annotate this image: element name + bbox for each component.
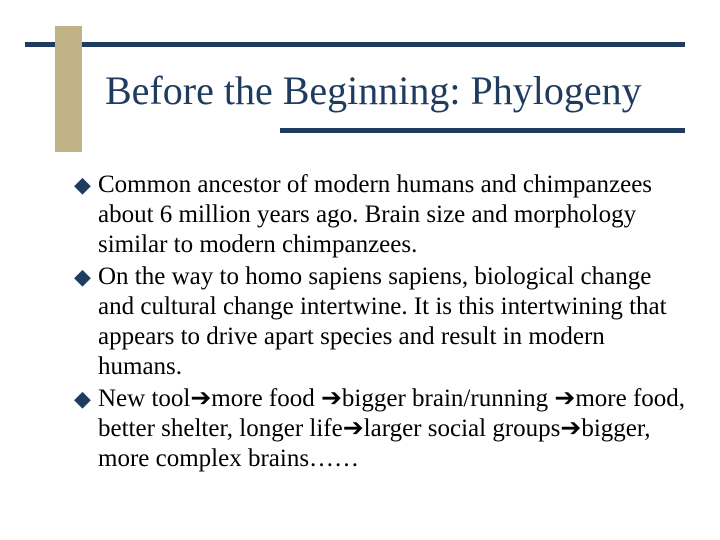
bullet-text: Common ancestor of modern humans and chi… (98, 170, 690, 260)
slide-title: Before the Beginning: Phylogeny (105, 70, 642, 112)
slide-title-wrap: Before the Beginning: Phylogeny (105, 70, 642, 112)
bullet-marker-icon: ◆ (70, 170, 98, 200)
bullet-text: On the way to homo sapiens sapiens, biol… (98, 262, 690, 382)
bullet-marker-icon: ◆ (70, 384, 98, 414)
list-item: ◆ New tool➔more food ➔bigger brain/runni… (70, 384, 690, 474)
accent-bar-vertical (55, 26, 82, 152)
list-item: ◆ Common ancestor of modern humans and c… (70, 170, 690, 260)
list-item: ◆ On the way to homo sapiens sapiens, bi… (70, 262, 690, 382)
accent-bar-top (25, 42, 685, 47)
bullet-marker-icon: ◆ (70, 262, 98, 292)
bullet-list: ◆ Common ancestor of modern humans and c… (70, 170, 690, 476)
bullet-text: New tool➔more food ➔bigger brain/running… (98, 384, 690, 474)
accent-bar-bottom (280, 128, 685, 133)
